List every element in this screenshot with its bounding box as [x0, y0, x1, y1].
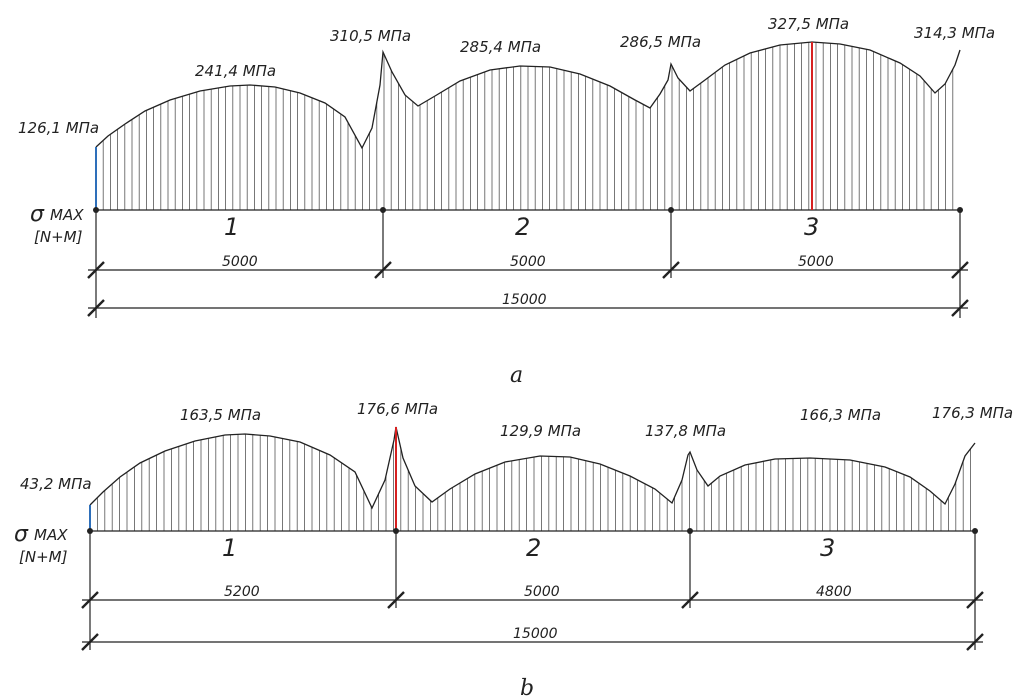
span-number: 3	[804, 213, 819, 241]
support-node	[93, 207, 99, 213]
span-number: 1	[222, 534, 237, 562]
stress-label: 163,5 МПа	[180, 406, 261, 424]
diagram-a-dimensions	[87, 212, 969, 318]
stress-label: 126,1 МПа	[18, 119, 99, 137]
span-length: 5000	[524, 584, 560, 600]
span-length: 5200	[224, 584, 260, 600]
support-node	[957, 207, 963, 213]
support-node	[972, 528, 978, 534]
diagram-b-hatching	[97, 434, 971, 531]
diagram-a: 126,1 МПа 241,4 МПа 310,5 МПа 285,4 МПа …	[18, 15, 995, 388]
stress-label: 286,5 МПа	[620, 33, 701, 51]
support-node	[393, 528, 399, 534]
axis-label-max: MAX	[50, 206, 84, 224]
span-number: 3	[820, 534, 835, 562]
sigma-symbol: σ	[14, 522, 29, 547]
stress-label: 327,5 МПа	[768, 15, 849, 33]
span-number: 2	[526, 534, 541, 562]
stress-label: 241,4 МПа	[195, 62, 276, 80]
diagram-caption: a	[510, 363, 523, 388]
span-length: 4800	[816, 584, 852, 600]
diagram-caption: b	[520, 676, 534, 700]
axis-label-sub: [N+M]	[34, 228, 83, 246]
support-node	[87, 528, 93, 534]
sigma-symbol: σ	[30, 202, 45, 227]
stress-label: 166,3 МПа	[800, 406, 881, 424]
span-length: 5000	[798, 254, 834, 270]
stress-label: 176,3 МПа	[932, 404, 1013, 422]
total-length: 15000	[502, 292, 547, 308]
stress-label: 314,3 МПа	[914, 24, 995, 42]
stress-label: 310,5 МПа	[330, 27, 411, 45]
span-length: 5000	[222, 254, 258, 270]
diagram-b: 43,2 МПа 163,5 МПа 176,6 МПа 129,9 МПа 1…	[14, 400, 1013, 700]
span-length: 5000	[510, 254, 546, 270]
support-node	[687, 528, 693, 534]
span-number: 1	[224, 213, 239, 241]
diagram-b-stress-curve	[89, 426, 976, 510]
diagram-a-stress-curve	[95, 41, 961, 150]
axis-label-max: MAX	[34, 526, 68, 544]
span-number: 2	[515, 213, 530, 241]
stress-label: 285,4 МПа	[460, 38, 541, 56]
axis-label-sub: [N+M]	[19, 548, 68, 566]
stress-label: 137,8 МПа	[645, 422, 726, 440]
diagram-a-hatching	[102, 42, 954, 210]
total-length: 15000	[513, 626, 558, 642]
support-node	[380, 207, 386, 213]
stress-label: 129,9 МПа	[500, 422, 581, 440]
diagram-b-dimensions	[81, 533, 984, 651]
stress-label: 176,6 МПа	[357, 400, 438, 418]
support-node	[668, 207, 674, 213]
stress-label: 43,2 МПа	[20, 475, 92, 493]
